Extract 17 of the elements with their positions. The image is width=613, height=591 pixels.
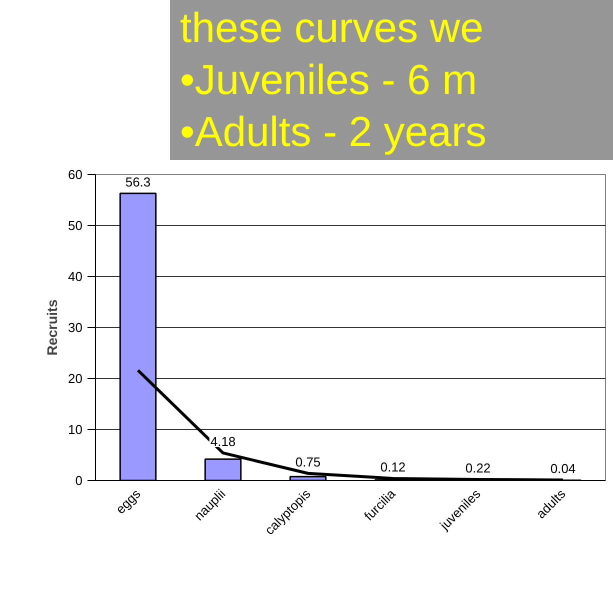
- data-label: 56.3: [125, 174, 151, 190]
- y-tick-label: 30: [68, 320, 83, 335]
- y-tick-label: 10: [68, 422, 83, 437]
- data-label: 0.22: [465, 460, 491, 476]
- y-tick-label: 40: [68, 269, 83, 284]
- y-axis-title: Recruits: [44, 299, 60, 356]
- data-label: 0.04: [550, 460, 576, 476]
- y-tick-label: 60: [68, 167, 83, 182]
- data-label: 0.75: [295, 454, 321, 470]
- y-tick-label: 0: [75, 473, 83, 488]
- text: •Adults - 2 years: [180, 107, 486, 157]
- text: these curves we: [180, 3, 484, 53]
- data-label: 0.12: [380, 459, 406, 474]
- y-tick-label: 50: [68, 218, 83, 233]
- y-tick-label: 20: [68, 371, 83, 386]
- text: •Juveniles - 6 m: [180, 55, 478, 105]
- data-label: 4.18: [210, 434, 236, 449]
